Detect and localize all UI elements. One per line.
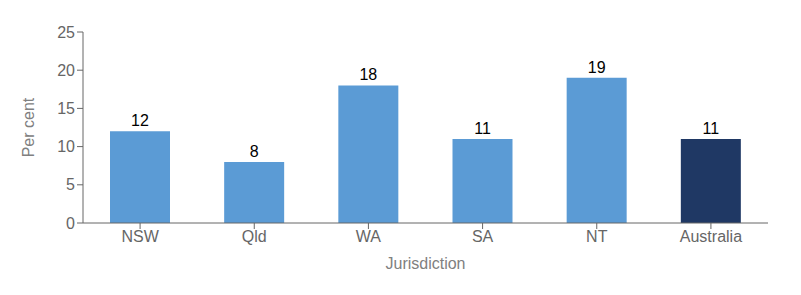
svg-text:NT: NT [586, 228, 608, 245]
svg-text:11: 11 [703, 120, 720, 137]
svg-text:8: 8 [250, 143, 259, 160]
svg-text:Per cent: Per cent [20, 97, 37, 157]
svg-text:25: 25 [57, 24, 75, 41]
svg-text:5: 5 [66, 176, 75, 193]
svg-text:11: 11 [474, 120, 491, 137]
svg-text:SA: SA [472, 228, 494, 245]
svg-text:12: 12 [131, 112, 149, 129]
svg-text:19: 19 [588, 59, 606, 76]
svg-text:Jurisdiction: Jurisdiction [385, 255, 465, 272]
svg-text:WA: WA [356, 228, 382, 245]
svg-text:15: 15 [57, 100, 75, 117]
svg-text:20: 20 [57, 62, 75, 79]
svg-text:10: 10 [57, 138, 75, 155]
svg-text:Australia: Australia [680, 228, 742, 245]
svg-text:Qld: Qld [242, 228, 267, 245]
svg-text:18: 18 [359, 66, 377, 83]
svg-text:NSW: NSW [121, 228, 159, 245]
svg-text:0: 0 [66, 215, 75, 232]
